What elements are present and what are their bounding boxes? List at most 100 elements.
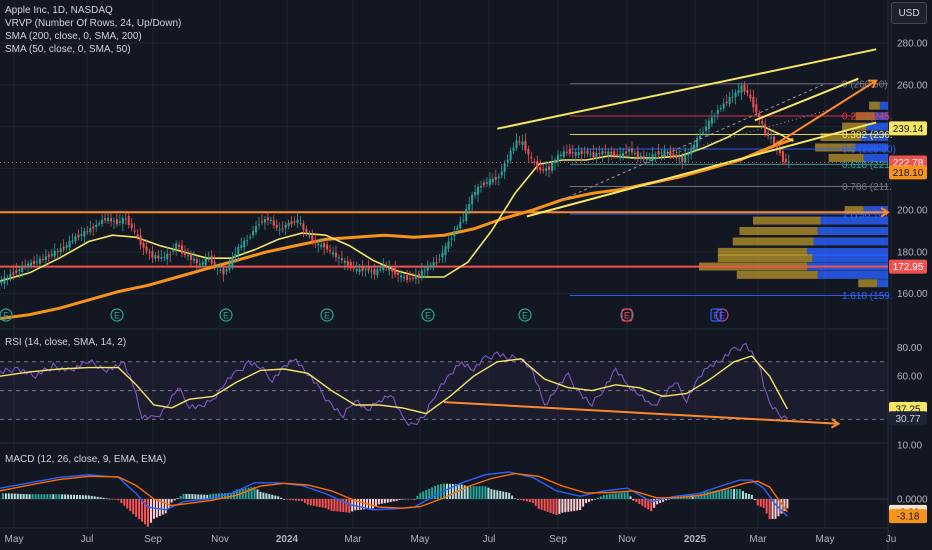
candle-body	[311, 234, 314, 242]
candle-body	[432, 262, 435, 268]
candle-body	[397, 272, 400, 275]
macd-histogram-bar	[330, 499, 333, 511]
macd-histogram-bar	[419, 492, 422, 499]
candle-body	[252, 231, 255, 236]
macd-histogram-bar	[64, 494, 67, 499]
candle-body	[172, 250, 175, 252]
candle-body	[610, 151, 613, 155]
time-tick-label: Mar	[749, 534, 767, 545]
macd-histogram-bar	[34, 494, 37, 499]
candle-body	[681, 156, 684, 162]
candle-body	[702, 132, 704, 134]
macd-title[interactable]: MACD (12, 26, close, 9, EMA, EMA)	[5, 454, 167, 465]
macd-histogram-bar	[762, 499, 765, 508]
candle-body	[773, 136, 776, 145]
candle-body	[314, 240, 317, 243]
macd-histogram-bar	[49, 494, 52, 499]
macd-histogram-bar	[721, 489, 724, 499]
candle-body	[551, 162, 554, 171]
rsi-title[interactable]: RSI (14, close, SMA, 14, 2)	[5, 337, 127, 348]
candle-body	[444, 246, 447, 256]
candle-body	[752, 96, 755, 108]
macd-histogram-bar	[605, 494, 608, 499]
macd-histogram-bar	[55, 494, 58, 499]
macd-histogram-bar	[602, 495, 605, 499]
macd-histogram-bar	[253, 486, 256, 499]
macd-histogram-bar	[771, 499, 774, 520]
candle-body	[192, 258, 195, 261]
candle-body	[89, 228, 92, 233]
macd-histogram-bar	[280, 497, 283, 499]
macd-histogram-bar	[478, 486, 481, 499]
macd-histogram-bar	[144, 499, 147, 525]
macd-histogram-bar	[448, 483, 451, 499]
candle-body	[178, 244, 181, 247]
macd-tick-label: 0.0000	[897, 495, 928, 506]
candle-body	[340, 258, 343, 261]
macd-tick-label: 10.00	[897, 441, 922, 452]
volume-profile-down-bar	[739, 227, 818, 236]
candle-body	[764, 124, 767, 134]
macd-histogram-bar	[194, 494, 197, 499]
macd-histogram-bar	[531, 499, 534, 503]
macd-histogram-bar	[105, 498, 108, 499]
candle-body	[160, 257, 163, 259]
indicator-sma50[interactable]: SMA (50, close, 0, SMA, 50)	[5, 44, 131, 55]
candle-body	[317, 243, 320, 246]
candle-body	[660, 152, 663, 154]
macd-histogram-bar	[22, 494, 25, 499]
candle-body	[604, 151, 607, 153]
earnings-marker-label: E	[114, 311, 120, 321]
candle-body	[710, 117, 713, 124]
price-tick-label: 180.00	[897, 247, 928, 258]
time-tick-label: Jul	[483, 534, 496, 545]
candle-body	[630, 148, 633, 153]
macd-histogram-bar	[223, 493, 226, 499]
candle-body	[625, 151, 628, 154]
macd-histogram-bar	[522, 499, 525, 501]
macd-histogram-bar	[135, 499, 138, 517]
macd-histogram-bar	[380, 499, 383, 504]
macd-histogram-bar	[173, 499, 176, 501]
candle-body	[210, 255, 213, 264]
projection-dotted-line	[656, 109, 829, 159]
earnings-marker-icon	[715, 308, 729, 322]
candle-body	[406, 275, 408, 281]
candle-body	[127, 215, 130, 226]
indicator-vrvp[interactable]: VRVP (Number Of Rows, 24, Up/Down)	[5, 18, 182, 29]
macd-histogram-bar	[469, 486, 472, 499]
macd-histogram-bar	[73, 494, 75, 499]
indicator-sma200[interactable]: SMA (200, close, 0, SMA, 200)	[5, 31, 142, 42]
candle-body	[175, 243, 178, 249]
macd-histogram-bar	[99, 497, 102, 499]
candle-body	[130, 223, 133, 229]
macd-histogram-bar	[706, 491, 709, 499]
volume-profile-down-bar	[869, 101, 880, 110]
symbol-title[interactable]: Apple Inc, 1D, NASDAQ	[5, 5, 113, 16]
macd-histogram-bar	[567, 499, 570, 512]
earnings-marker-label: E	[324, 311, 330, 321]
macd-histogram-bar	[392, 499, 395, 502]
candle-body	[713, 115, 716, 117]
candle-body	[441, 252, 444, 258]
volume-profile-up-bar	[861, 133, 888, 142]
candle-body	[74, 236, 77, 242]
candle-body	[477, 186, 480, 195]
time-tick-label: Ju	[886, 534, 897, 545]
macd-histogram-bar	[81, 495, 84, 499]
candle-body	[666, 152, 669, 154]
rsi-tick-label: 80.00	[897, 343, 922, 354]
candle-body	[27, 263, 30, 268]
candle-body	[628, 149, 630, 152]
candle-body	[169, 254, 172, 256]
candle-body	[503, 163, 506, 172]
candle-body	[136, 234, 139, 238]
macd-histogram-bar	[765, 499, 768, 514]
time-tick-label: Mar	[344, 534, 362, 545]
macd-histogram-bar	[475, 486, 478, 499]
candle-body	[0, 281, 3, 284]
candle-body	[107, 217, 110, 221]
currency-button[interactable]: USD	[891, 2, 927, 24]
macd-histogram-bar	[617, 493, 620, 499]
